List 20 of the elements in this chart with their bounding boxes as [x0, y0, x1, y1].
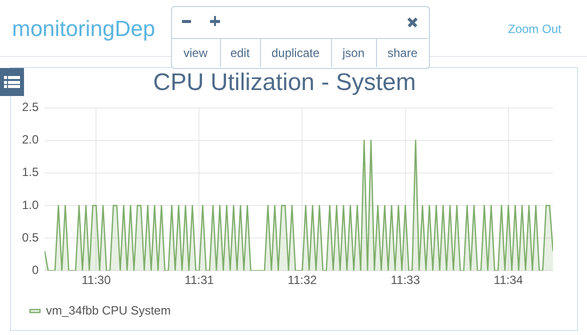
y-tick-label: 2.0 [22, 132, 39, 147]
legend-label: vm_34fbb CPU System [46, 303, 171, 318]
x-tick-label: 11:33 [390, 273, 420, 288]
text: json [341, 45, 366, 62]
text: monitoringDep [12, 16, 156, 42]
y-tick-label: 0 [32, 262, 39, 277]
x-tick-label: 11:31 [184, 273, 214, 288]
y-tick-label: 1.5 [22, 165, 39, 180]
x-tick-label: 11:34 [494, 273, 524, 288]
y-tick-label: 0.5 [22, 230, 39, 244]
text: share [386, 45, 419, 62]
chart-title: CPU Utilization - System [153, 69, 416, 96]
y-tick-label: 2.5 [22, 100, 39, 114]
y-tick-label: 1.0 [22, 198, 39, 212]
text: view [182, 45, 208, 62]
x-tick-label: 11:32 [288, 273, 318, 288]
text: Zoom Out [508, 22, 562, 36]
text: edit [229, 45, 251, 62]
x-tick-label: 11:30 [82, 273, 112, 288]
text: duplicate [270, 45, 321, 62]
